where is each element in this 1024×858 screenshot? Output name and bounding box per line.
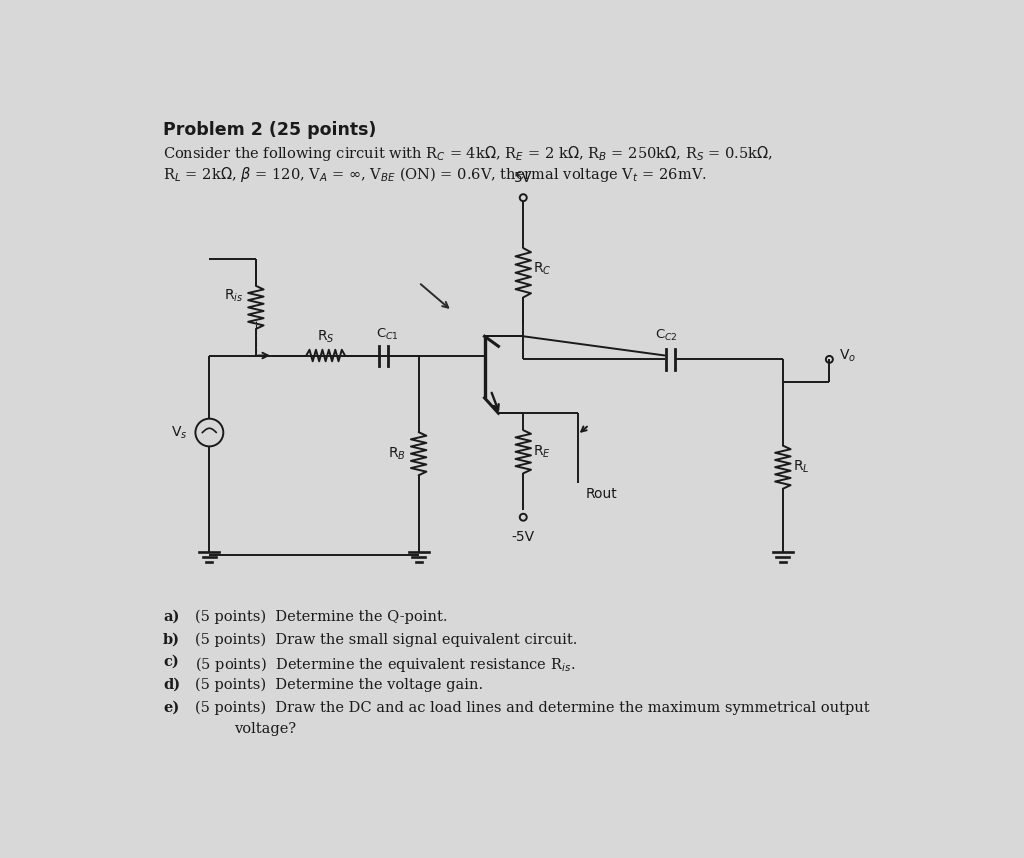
Text: Consider the following circuit with R$_C$ = 4k$\Omega$, R$_E$ = 2 k$\Omega$, R$_: Consider the following circuit with R$_C… [163,144,773,163]
Text: e): e) [163,700,179,715]
Text: R$_{is}$: R$_{is}$ [224,287,244,304]
Text: V$_o$: V$_o$ [839,347,856,364]
Text: b): b) [163,632,180,646]
Text: d): d) [163,678,180,692]
Text: (5 points)  Draw the small signal equivalent circuit.: (5 points) Draw the small signal equival… [196,632,578,647]
Text: -5V: -5V [512,530,535,544]
Text: R$_B$: R$_B$ [388,445,407,462]
Text: 5V: 5V [514,171,532,184]
Text: C$_{C1}$: C$_{C1}$ [376,328,399,342]
Text: (5 points)  Determine the voltage gain.: (5 points) Determine the voltage gain. [196,678,483,692]
Text: R$_L$ = 2k$\Omega$, $\beta$ = 120, V$_A$ = $\infty$, V$_{BE}$ (ON) = 0.6V, therm: R$_L$ = 2k$\Omega$, $\beta$ = 120, V$_A$… [163,166,707,184]
Text: Rout: Rout [586,487,617,501]
Text: R$_C$: R$_C$ [534,261,552,277]
Text: voltage?: voltage? [234,722,296,735]
Text: R$_E$: R$_E$ [534,444,551,460]
Text: C$_{C2}$: C$_{C2}$ [655,328,678,343]
Text: (5 points)  Determine the equivalent resistance R$_{is}$.: (5 points) Determine the equivalent resi… [196,655,575,674]
Text: (5 points)  Draw the DC and ac load lines and determine the maximum symmetrical : (5 points) Draw the DC and ac load lines… [196,700,870,715]
Text: c): c) [163,655,178,669]
Text: Problem 2 (25 points): Problem 2 (25 points) [163,121,376,139]
Text: a): a) [163,610,179,624]
Text: R$_S$: R$_S$ [316,329,335,345]
Text: V$_s$: V$_s$ [171,425,187,441]
Text: R$_L$: R$_L$ [793,459,810,475]
Text: (5 points)  Determine the Q-point.: (5 points) Determine the Q-point. [196,610,447,624]
